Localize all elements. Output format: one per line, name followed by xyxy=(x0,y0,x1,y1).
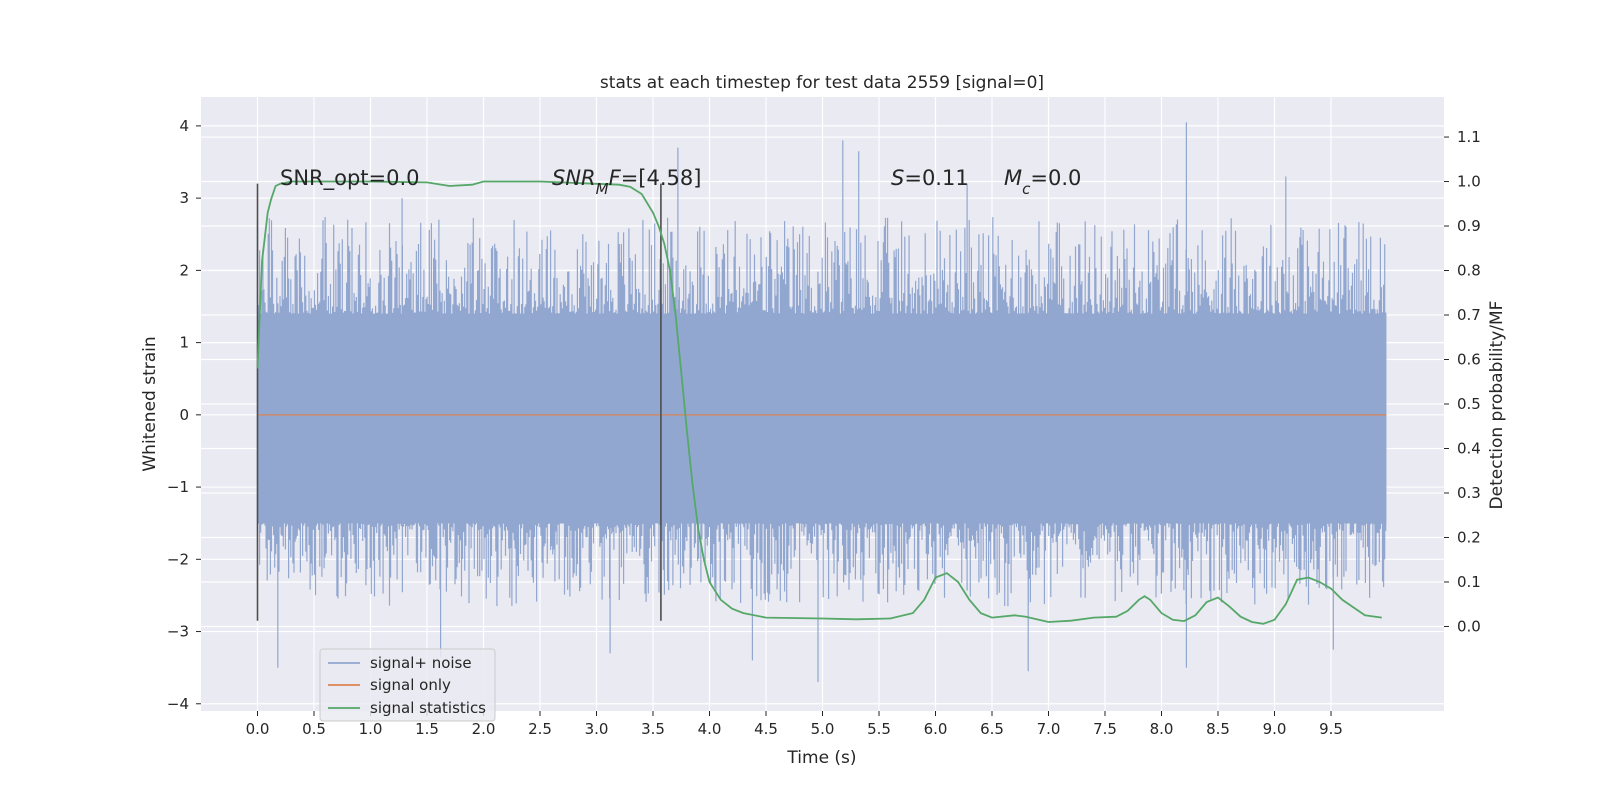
series-signal-statistics xyxy=(256,180,1382,625)
y-tick-label: −2 xyxy=(167,550,189,568)
y-axis-label-right: Detection probability/MF xyxy=(1487,301,1507,510)
chart-title: stats at each timestep for test data 255… xyxy=(600,73,1044,93)
y-right-tick-label: 0.0 xyxy=(1457,617,1481,635)
axis-ticks: 0.0 0.5 1.0 1.5 2.0 2.5 3.0 3.5 4.0 4.5 5.0 5.5 6.0 6… xyxy=(167,117,1481,738)
y-tick-label: 2 xyxy=(179,261,189,279)
x-tick-label: 9.0 xyxy=(1263,720,1287,738)
y-right-tick-label: 0.4 xyxy=(1457,439,1481,457)
x-tick-label: 0.0 xyxy=(246,720,270,738)
y-right-tick-label: 0.3 xyxy=(1457,484,1481,502)
annotation-s: S=0.11 xyxy=(891,166,969,190)
legend-label-signal-statistics: signal statistics xyxy=(370,699,486,717)
y-right-tick-label: 1.0 xyxy=(1457,173,1481,191)
x-tick-label: 7.5 xyxy=(1093,720,1117,738)
signal-statistics-line xyxy=(256,180,1382,625)
x-tick-label: 8.0 xyxy=(1150,720,1174,738)
x-tick-label: 3.5 xyxy=(641,720,665,738)
x-tick-label: 4.0 xyxy=(698,720,722,738)
x-tick-label: 5.5 xyxy=(867,720,891,738)
y-tick-label: 0 xyxy=(179,406,189,424)
legend-box xyxy=(319,648,496,722)
y-tick-label: −4 xyxy=(167,695,189,713)
x-tick-label: 9.5 xyxy=(1319,720,1343,738)
y-right-tick-label: 0.5 xyxy=(1457,395,1481,413)
annotation-mc: Mc=0.0 xyxy=(1004,166,1081,198)
x-tick-label: 7.0 xyxy=(1037,720,1061,738)
y-tick-label: 3 xyxy=(179,189,189,207)
x-tick-label: 2.0 xyxy=(472,720,496,738)
y-right-tick-label: 0.7 xyxy=(1457,306,1481,324)
y-right-tick-label: 1.1 xyxy=(1457,128,1481,146)
annotation-snr-mf: SNRMF=[4.58] xyxy=(552,166,701,198)
y-tick-label: −1 xyxy=(167,478,189,496)
y-axis-label: Whitened strain xyxy=(140,336,160,471)
y-right-tick-label: 0.1 xyxy=(1457,573,1481,591)
y-tick-label: −3 xyxy=(167,623,189,641)
x-tick-label: 0.5 xyxy=(302,720,326,738)
x-axis-label: Time (s) xyxy=(786,748,856,768)
y-right-tick-label: 0.9 xyxy=(1457,217,1481,235)
y-right-tick-label: 0.2 xyxy=(1457,528,1481,546)
x-tick-label: 1.0 xyxy=(359,720,383,738)
legend-label-signal-only: signal only xyxy=(370,676,451,694)
x-tick-label: 4.5 xyxy=(754,720,778,738)
x-tick-label: 2.5 xyxy=(528,720,552,738)
x-tick-label: 1.5 xyxy=(415,720,439,738)
y-right-tick-label: 0.6 xyxy=(1457,351,1481,369)
x-tick-label: 6.0 xyxy=(924,720,948,738)
x-tick-label: 8.5 xyxy=(1206,720,1230,738)
y-tick-label: 1 xyxy=(179,334,189,352)
y-right-tick-label: 0.8 xyxy=(1457,262,1481,280)
event-markers xyxy=(256,183,662,621)
legend: signal+ noise signal only signal statist… xyxy=(319,648,496,722)
legend-label-signal-noise: signal+ noise xyxy=(370,654,472,672)
x-tick-label: 3.0 xyxy=(585,720,609,738)
x-tick-label: 5.0 xyxy=(811,720,835,738)
y-tick-label: 4 xyxy=(179,117,189,135)
annotation-snr-opt: SNR_opt=0.0 xyxy=(280,166,420,191)
x-tick-label: 6.5 xyxy=(980,720,1004,738)
series-signal-noise xyxy=(256,122,1387,683)
